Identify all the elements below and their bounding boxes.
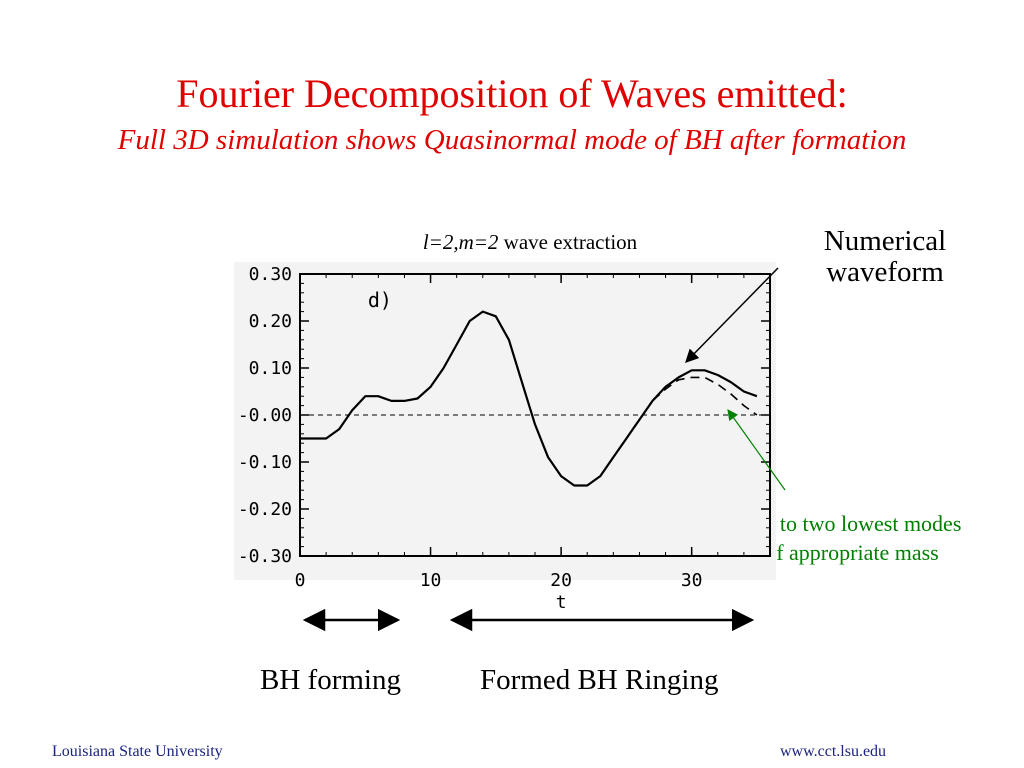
y-tick-label: 0.20 — [249, 311, 292, 332]
bh-forming-label: BH forming — [260, 664, 401, 696]
slide-title: Fourier Decomposition of Waves emitted: — [176, 71, 848, 116]
footer-university: Louisiana State University — [52, 743, 223, 760]
y-tick-label: -0.10 — [238, 452, 292, 473]
x-axis-label: t — [556, 592, 567, 613]
y-tick-label: -0.20 — [238, 499, 292, 520]
bh-ringing-label: Formed BH Ringing — [480, 664, 719, 696]
chart-caption: l=2,m=2 wave extraction — [340, 230, 720, 255]
caption-text: wave extraction — [498, 230, 638, 254]
numerical-waveform-line — [300, 310, 758, 487]
y-tick-label: -0.00 — [238, 405, 292, 426]
qnm-fit-line — [521, 376, 758, 487]
y-tick-label: -0.30 — [238, 546, 292, 567]
numerical-waveform-arrow — [685, 267, 779, 363]
y-tick-label: 0.30 — [249, 264, 292, 285]
panel-label: d) — [368, 288, 392, 312]
x-tick-label: 30 — [681, 570, 703, 591]
chart-background — [234, 262, 776, 580]
qnm-fit-arrow — [727, 409, 786, 491]
x-tick-label: 20 — [550, 570, 572, 591]
x-tick-label: 10 — [420, 570, 442, 591]
caption-mode-label: l=2,m=2 — [422, 230, 499, 254]
numerical-waveform-annotation: Numerical waveform — [823, 225, 947, 288]
footer-url: www.cct.lsu.edu — [780, 743, 887, 760]
slide-subtitle: Full 3D simulation shows Quasinormal mod… — [117, 124, 907, 156]
x-tick-label: 0 — [295, 570, 306, 591]
y-tick-label: 0.10 — [249, 358, 292, 379]
